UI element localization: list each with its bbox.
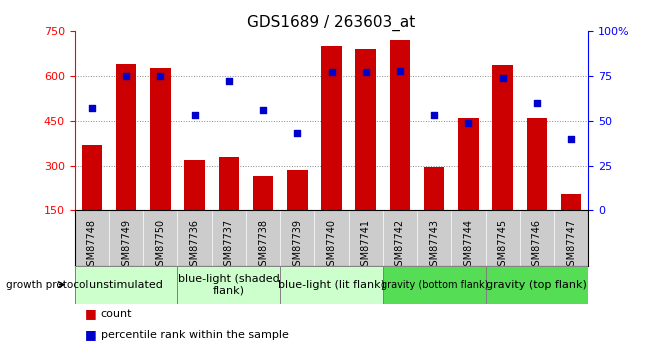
- Text: GSM87738: GSM87738: [258, 219, 268, 272]
- Text: GSM87743: GSM87743: [429, 219, 439, 272]
- Point: [429, 112, 439, 118]
- Text: count: count: [101, 309, 132, 319]
- Bar: [82, 145, 102, 255]
- Text: growth protocol: growth protocol: [6, 280, 89, 289]
- Text: GSM87740: GSM87740: [326, 219, 337, 272]
- Bar: [390, 40, 410, 255]
- Point: [86, 106, 97, 111]
- Title: GDS1689 / 263603_at: GDS1689 / 263603_at: [248, 15, 415, 31]
- Bar: [185, 160, 205, 255]
- Bar: [486, 266, 588, 304]
- Bar: [116, 64, 136, 255]
- Point: [326, 70, 337, 75]
- Point: [566, 136, 577, 141]
- Point: [258, 107, 268, 113]
- Text: GSM87742: GSM87742: [395, 219, 405, 272]
- Bar: [253, 176, 273, 255]
- Point: [121, 73, 131, 79]
- Text: GSM87750: GSM87750: [155, 219, 165, 272]
- Bar: [356, 49, 376, 255]
- Text: blue-light (lit flank): blue-light (lit flank): [278, 280, 385, 289]
- Bar: [321, 46, 342, 255]
- Point: [361, 70, 371, 75]
- Bar: [75, 266, 177, 304]
- Text: GSM87749: GSM87749: [121, 219, 131, 272]
- Bar: [287, 170, 307, 255]
- Point: [532, 100, 542, 106]
- Bar: [177, 266, 280, 304]
- Text: percentile rank within the sample: percentile rank within the sample: [101, 330, 289, 339]
- Bar: [424, 167, 445, 255]
- Bar: [218, 157, 239, 255]
- Text: GSM87747: GSM87747: [566, 219, 576, 272]
- Point: [189, 112, 200, 118]
- Bar: [526, 118, 547, 255]
- Point: [292, 130, 302, 136]
- Point: [395, 68, 405, 73]
- Text: GSM87744: GSM87744: [463, 219, 473, 272]
- Point: [463, 120, 474, 125]
- Text: GSM87736: GSM87736: [190, 219, 200, 272]
- Text: GSM87737: GSM87737: [224, 219, 234, 272]
- Text: blue-light (shaded
flank): blue-light (shaded flank): [178, 274, 280, 295]
- Text: gravity (bottom flank): gravity (bottom flank): [380, 280, 488, 289]
- Bar: [280, 266, 383, 304]
- Text: ■: ■: [84, 328, 96, 341]
- Text: GSM87745: GSM87745: [498, 219, 508, 272]
- Bar: [150, 68, 170, 255]
- Bar: [561, 194, 581, 255]
- Text: GSM87748: GSM87748: [87, 219, 97, 272]
- Text: ■: ■: [84, 307, 96, 321]
- Text: gravity (top flank): gravity (top flank): [486, 280, 588, 289]
- Point: [155, 73, 166, 79]
- Bar: [493, 66, 513, 255]
- Point: [497, 75, 508, 80]
- Text: GSM87746: GSM87746: [532, 219, 542, 272]
- Point: [224, 79, 234, 84]
- Text: GSM87739: GSM87739: [292, 219, 302, 272]
- Text: GSM87741: GSM87741: [361, 219, 370, 272]
- Text: unstimulated: unstimulated: [89, 280, 163, 289]
- Bar: [458, 118, 478, 255]
- Bar: [383, 266, 486, 304]
